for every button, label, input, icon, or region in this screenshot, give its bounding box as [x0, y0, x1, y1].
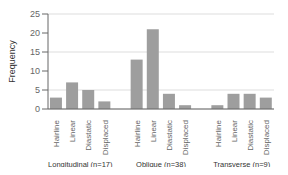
svg-text:Diastatic: Diastatic: [165, 120, 174, 151]
svg-text:Hairline: Hairline: [52, 119, 61, 147]
svg-text:Linear: Linear: [149, 120, 158, 143]
svg-text:Linear: Linear: [68, 120, 77, 143]
svg-text:25: 25: [30, 9, 40, 19]
svg-text:20: 20: [30, 28, 40, 38]
svg-text:Frequency: Frequency: [8, 40, 17, 83]
svg-text:Displaced: Displaced: [181, 120, 190, 155]
svg-text:5: 5: [35, 85, 40, 95]
svg-text:Longitudinal (n=17): Longitudinal (n=17): [48, 160, 113, 167]
svg-text:0: 0: [35, 104, 40, 114]
svg-text:10: 10: [30, 66, 40, 76]
svg-text:Hairline: Hairline: [133, 119, 142, 147]
svg-text:Transverse (n=9): Transverse (n=9): [213, 160, 271, 167]
svg-text:Displaced: Displaced: [262, 120, 271, 155]
svg-text:Hairline: Hairline: [214, 119, 223, 147]
svg-text:Linear: Linear: [230, 120, 239, 143]
svg-text:Diastatic: Diastatic: [246, 120, 255, 151]
svg-text:Diastatic: Diastatic: [84, 120, 93, 151]
svg-text:15: 15: [30, 47, 40, 57]
svg-text:Displaced: Displaced: [101, 120, 110, 155]
svg-text:Oblique (n=38): Oblique (n=38): [136, 160, 186, 167]
